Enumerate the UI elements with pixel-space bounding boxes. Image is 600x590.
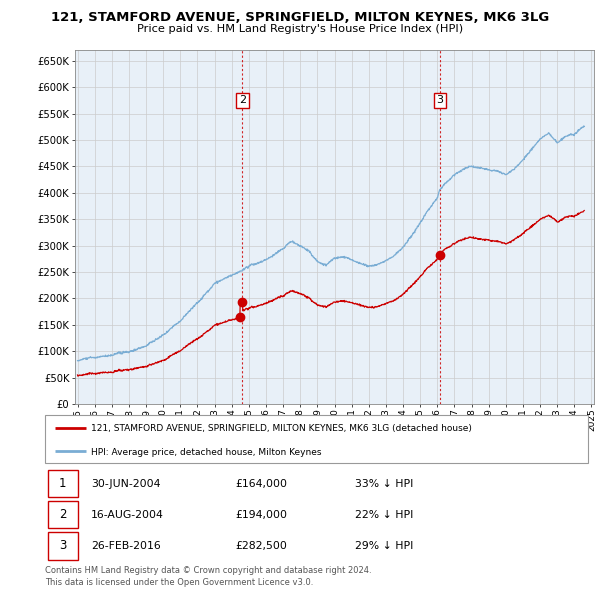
Text: Contains HM Land Registry data © Crown copyright and database right 2024.
This d: Contains HM Land Registry data © Crown c… [45, 566, 371, 587]
Text: 26-FEB-2016: 26-FEB-2016 [91, 541, 161, 551]
Text: HPI: Average price, detached house, Milton Keynes: HPI: Average price, detached house, Milt… [91, 448, 322, 457]
FancyBboxPatch shape [48, 470, 77, 497]
Text: 29% ↓ HPI: 29% ↓ HPI [355, 541, 413, 551]
Text: 16-AUG-2004: 16-AUG-2004 [91, 510, 164, 520]
FancyBboxPatch shape [45, 415, 588, 463]
Text: £164,000: £164,000 [235, 478, 287, 489]
Text: 2: 2 [239, 96, 246, 106]
Text: Price paid vs. HM Land Registry's House Price Index (HPI): Price paid vs. HM Land Registry's House … [137, 24, 463, 34]
Text: 121, STAMFORD AVENUE, SPRINGFIELD, MILTON KEYNES, MK6 3LG: 121, STAMFORD AVENUE, SPRINGFIELD, MILTO… [51, 11, 549, 24]
Text: 30-JUN-2004: 30-JUN-2004 [91, 478, 161, 489]
Text: £194,000: £194,000 [235, 510, 287, 520]
Text: 33% ↓ HPI: 33% ↓ HPI [355, 478, 413, 489]
Text: 3: 3 [59, 539, 67, 552]
Text: 3: 3 [436, 96, 443, 106]
Text: £282,500: £282,500 [235, 541, 287, 551]
FancyBboxPatch shape [48, 532, 77, 559]
Text: 121, STAMFORD AVENUE, SPRINGFIELD, MILTON KEYNES, MK6 3LG (detached house): 121, STAMFORD AVENUE, SPRINGFIELD, MILTO… [91, 424, 472, 433]
Text: 22% ↓ HPI: 22% ↓ HPI [355, 510, 413, 520]
FancyBboxPatch shape [48, 501, 77, 529]
Text: 2: 2 [59, 508, 67, 522]
Text: 1: 1 [59, 477, 67, 490]
